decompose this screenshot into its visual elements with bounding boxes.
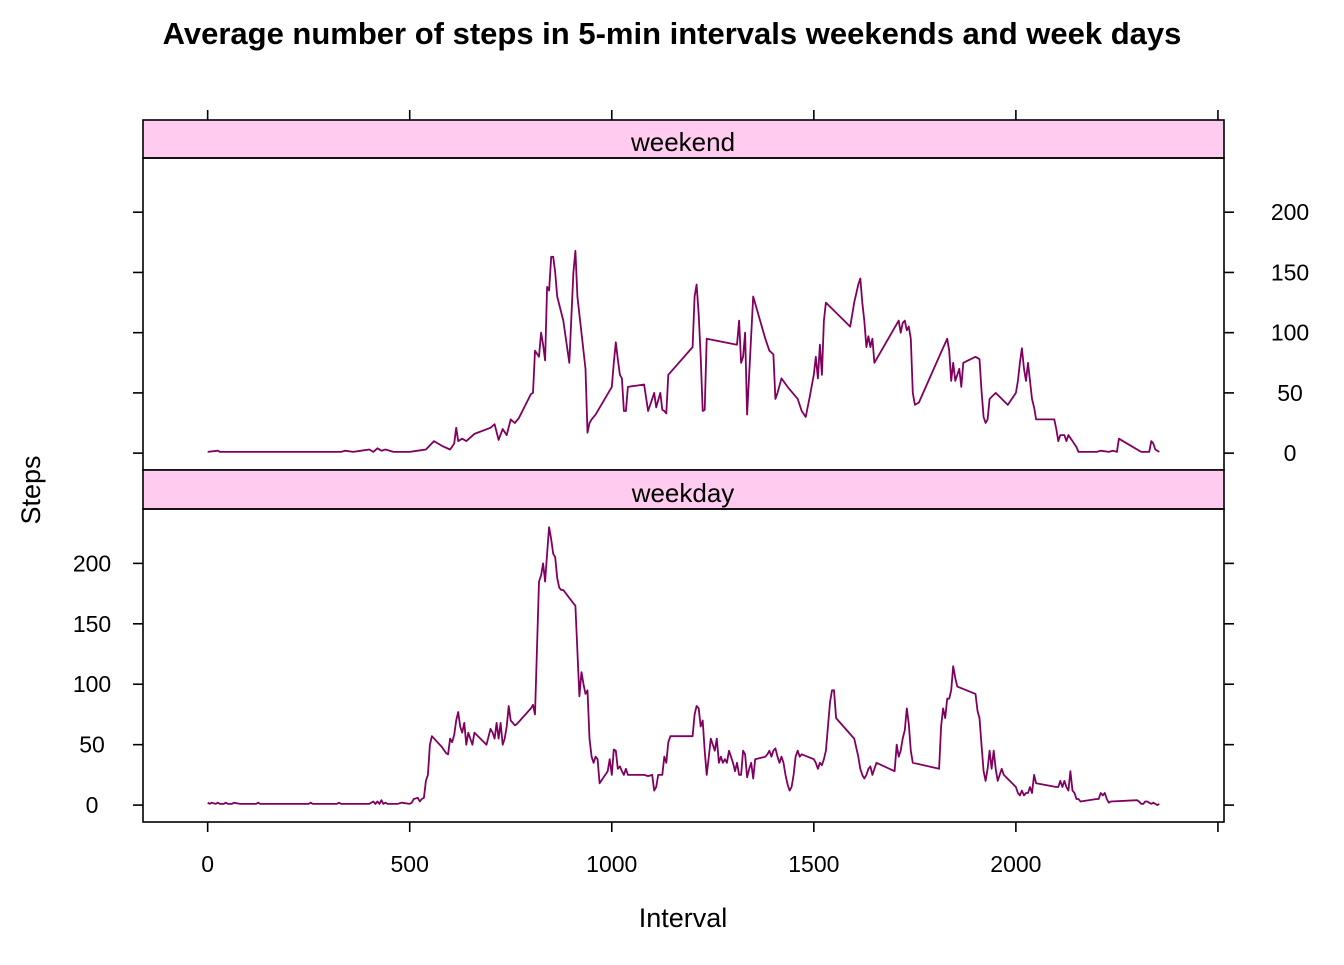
weekday-strip-label: weekday [631,478,735,508]
y-axis-label: Steps [16,455,46,524]
weekend-y-tick-label: 100 [1271,320,1309,346]
weekday-panel-frame [142,508,1225,823]
weekend-y-tick-label: 0 [1284,440,1297,466]
weekday-y-tick-label: 100 [73,671,111,697]
chart-title: Average number of steps in 5-min interva… [163,16,1182,51]
x-tick-label: 2000 [990,851,1041,877]
x-tick-label: 0 [201,851,214,877]
weekday-strip [142,469,1225,510]
axes-group: 0 500 1000 1500 2000 0 0 50 50 100 100 150 150 200 200 [73,110,1309,877]
weekend-strip-label: weekend [630,127,735,157]
x-tick-label: 500 [391,851,429,877]
weekday-y-tick-label: 200 [73,550,111,576]
weekend-y-tick-label: 150 [1271,259,1309,285]
weekday-series-group [207,526,1160,806]
x-tick-label: 1000 [586,851,637,877]
weekend-strip [142,119,1225,159]
weekend-series-group [207,249,1160,453]
weekend-panel-frame [142,157,1225,471]
weekend-y-tick-label: 50 [1277,380,1303,406]
weekday-y-tick-label: 150 [73,611,111,637]
weekend-y-tick-label: 200 [1271,199,1309,225]
x-tick-label: 1500 [788,851,839,877]
x-axis-label: Interval [639,903,728,933]
weekend-line [207,249,1160,453]
weekday-y-tick-label: 50 [79,732,105,758]
weekday-y-tick-label: 0 [86,792,99,818]
weekday-line [207,526,1160,806]
